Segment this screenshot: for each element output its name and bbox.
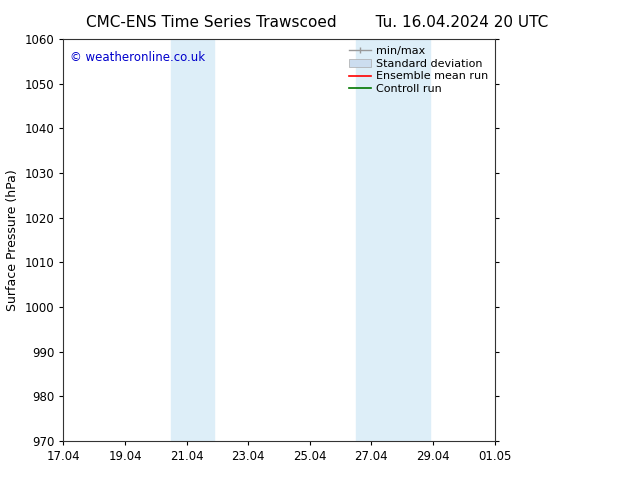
Bar <box>171 39 214 441</box>
Text: © weatheronline.co.uk: © weatheronline.co.uk <box>70 51 205 64</box>
Y-axis label: Surface Pressure (hPa): Surface Pressure (hPa) <box>6 169 19 311</box>
Legend: min/max, Standard deviation, Ensemble mean run, Controll run: min/max, Standard deviation, Ensemble me… <box>344 42 492 98</box>
Text: CMC-ENS Time Series Trawscoed        Tu. 16.04.2024 20 UTC: CMC-ENS Time Series Trawscoed Tu. 16.04.… <box>86 15 548 30</box>
Bar <box>356 39 430 441</box>
